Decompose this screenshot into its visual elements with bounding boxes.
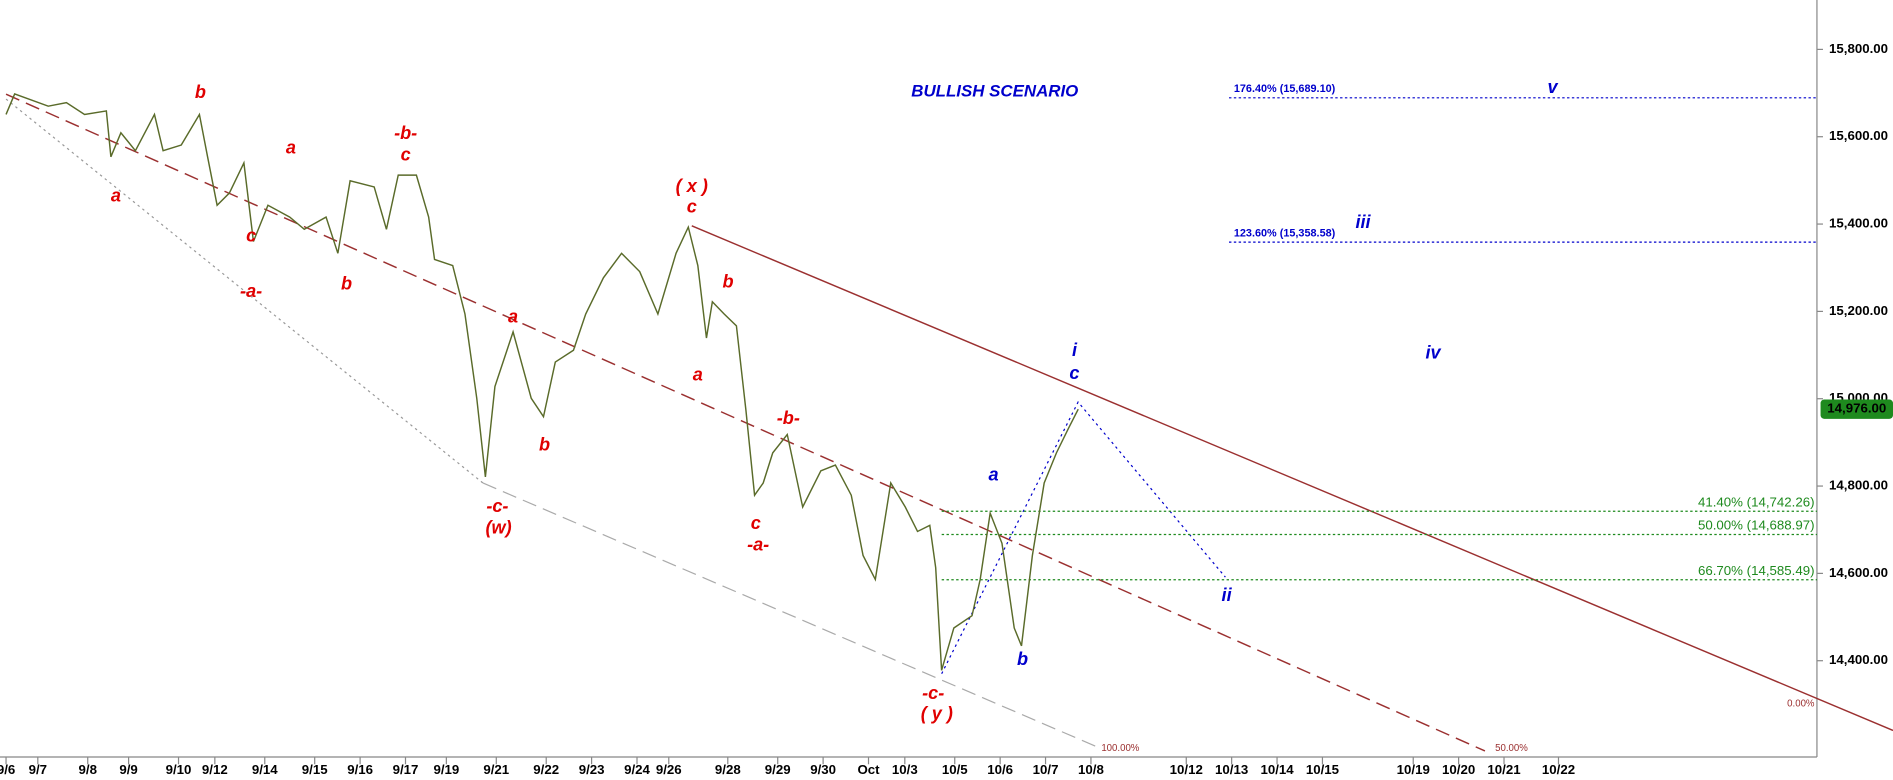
x-tick-label: 9/14 xyxy=(252,762,278,777)
channel-midline xyxy=(5,93,1486,752)
projection-line xyxy=(941,400,1226,674)
x-tick-label: 9/10 xyxy=(166,762,192,777)
wave-label: ( x ) xyxy=(676,176,708,196)
wave-label: b xyxy=(539,434,550,454)
wave-label: (w) xyxy=(486,518,512,538)
fib-label: 66.70% (14,585.49) xyxy=(1698,563,1815,578)
wave-label: c xyxy=(246,225,256,245)
x-tick-label: 10/13 xyxy=(1215,762,1248,777)
y-tick-label: 14,600.00 xyxy=(1829,565,1888,580)
wave-label: ( y ) xyxy=(921,704,953,724)
x-tick-label: 10/21 xyxy=(1487,762,1521,777)
channel-label: 0.00% xyxy=(1787,698,1815,709)
price-line xyxy=(5,93,1079,671)
x-tick-label: 10/22 xyxy=(1542,762,1575,777)
wave-label: b xyxy=(722,271,733,291)
x-tick-label: 10/20 xyxy=(1442,762,1475,777)
x-tick-label: 9/24 xyxy=(624,762,650,777)
x-tick-label: 9/6 xyxy=(0,762,15,777)
wave-label: c xyxy=(401,145,411,165)
wave-label: a xyxy=(111,186,121,206)
wave-label: -a- xyxy=(747,535,769,555)
chart-title: BULLISH SCENARIO xyxy=(911,81,1078,100)
x-tick-label: 10/5 xyxy=(942,762,968,777)
x-tick-label: 10/15 xyxy=(1306,762,1340,777)
wave-label: b xyxy=(341,274,352,294)
wave-label: v xyxy=(1548,77,1559,97)
y-tick-label: 15,800.00 xyxy=(1829,41,1888,56)
wave-label: a xyxy=(693,364,703,384)
y-tick-label: 15,600.00 xyxy=(1829,128,1888,143)
y-tick-label: 15,200.00 xyxy=(1829,303,1888,318)
wave-label: b xyxy=(195,82,206,102)
wave-label: i xyxy=(1072,340,1078,360)
channel-line xyxy=(691,225,1893,732)
x-tick-label: 9/23 xyxy=(579,762,605,777)
x-tick-label: 9/21 xyxy=(483,762,509,777)
wave-label: iii xyxy=(1355,212,1371,232)
wave-label: -a- xyxy=(240,281,262,301)
channel-label: 100.00% xyxy=(1101,743,1139,754)
wave-label: c xyxy=(751,513,761,533)
x-tick-label: 9/8 xyxy=(79,762,97,777)
fib-label: 176.40% (15,689.10) xyxy=(1234,83,1336,95)
x-tick-label: 10/14 xyxy=(1260,762,1294,777)
wave-label: a xyxy=(989,464,999,484)
x-tick-label: 9/26 xyxy=(656,762,682,777)
x-tick-label: 9/28 xyxy=(715,762,741,777)
x-tick-label: 9/12 xyxy=(202,762,228,777)
x-tick-label: 10/7 xyxy=(1033,762,1059,777)
x-tick-label: 10/8 xyxy=(1078,762,1104,777)
wave-label: iv xyxy=(1425,343,1441,363)
x-tick-label: 9/7 xyxy=(29,762,47,777)
x-tick-label: 10/6 xyxy=(987,762,1013,777)
wave-label: a xyxy=(286,137,296,157)
fib-label: 123.60% (15,358.58) xyxy=(1234,228,1336,240)
x-tick-label: 9/22 xyxy=(533,762,559,777)
x-tick-label: 9/17 xyxy=(393,762,419,777)
x-tick-label: 9/30 xyxy=(810,762,836,777)
x-tick-label: 9/15 xyxy=(302,762,328,777)
wave-label: c xyxy=(687,196,697,216)
x-tick-label: 10/3 xyxy=(892,762,918,777)
y-tick-label: 15,400.00 xyxy=(1829,216,1888,231)
y-tick-label: 14,800.00 xyxy=(1829,478,1888,493)
channel-base xyxy=(482,482,1102,750)
x-tick-label: 9/29 xyxy=(765,762,791,777)
x-tick-label: 9/16 xyxy=(347,762,373,777)
price-tag-label: 14,976.00 xyxy=(1827,401,1886,416)
x-tick-label: 10/12 xyxy=(1170,762,1203,777)
x-tick-label: 9/19 xyxy=(433,762,459,777)
x-tick-label: 9/9 xyxy=(119,762,137,777)
fib-label: 50.00% (14,688.97) xyxy=(1698,518,1815,533)
wave-label: -b- xyxy=(777,408,800,428)
x-tick-label: Oct xyxy=(857,762,880,777)
wave-label: -c- xyxy=(486,496,508,516)
price-tag xyxy=(1820,399,1893,419)
wave-label: ii xyxy=(1222,585,1233,605)
y-tick-label: 14,400.00 xyxy=(1829,652,1888,667)
x-tick-label: 10/19 xyxy=(1397,762,1430,777)
wave-label: b xyxy=(1017,649,1028,669)
channel-label: 50.00% xyxy=(1495,743,1528,754)
wave-label: a xyxy=(508,306,518,326)
wave-label: -b- xyxy=(394,123,417,143)
fib-label: 41.40% (14,742.26) xyxy=(1698,494,1815,509)
wave-label: c xyxy=(1069,363,1079,383)
wave-label: -c- xyxy=(922,683,944,703)
